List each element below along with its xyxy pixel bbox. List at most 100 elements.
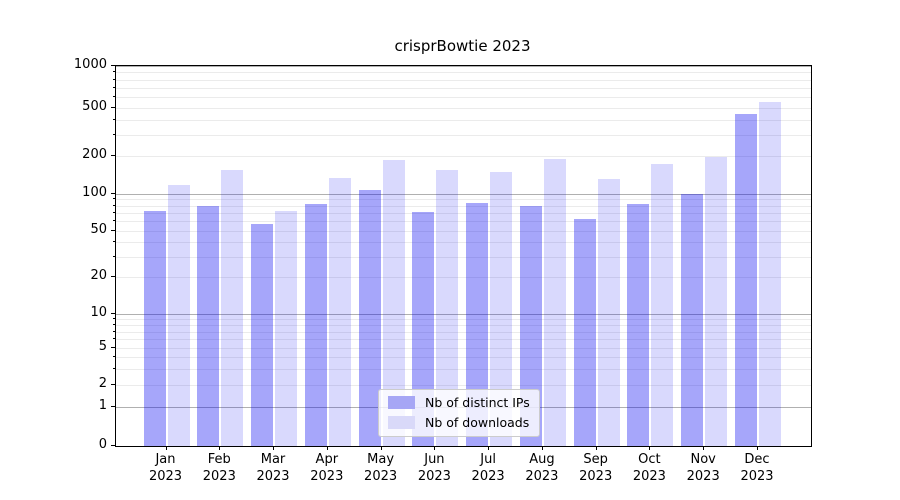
- gridline: [116, 385, 811, 386]
- x-axis-tick-mark: [380, 446, 382, 450]
- bar-distinct-ips: [197, 205, 220, 446]
- x-axis-tick-label: Sep 2023: [579, 452, 613, 484]
- y-axis-tick-label: 1: [98, 398, 107, 413]
- y-axis-tick-label: 2: [98, 376, 107, 391]
- x-axis-tick-label: May 2023: [364, 452, 398, 484]
- bar-downloads: [167, 185, 190, 446]
- bar-distinct-ips: [412, 212, 435, 446]
- gridline-major: [116, 66, 811, 67]
- gridline: [116, 108, 811, 109]
- x-axis-tick-mark: [649, 446, 651, 450]
- y-axis-minor-tick-mark: [113, 118, 115, 120]
- legend: Nb of distinct IPs Nb of downloads: [378, 389, 540, 437]
- y-axis-minor-tick-mark: [113, 255, 115, 257]
- y-axis-tick-label: 5: [98, 339, 107, 354]
- legend-item-distinct-ips: Nb of distinct IPs: [388, 395, 530, 410]
- y-axis-minor-tick-mark: [113, 347, 115, 348]
- y-axis-minor-tick-mark: [113, 107, 115, 108]
- gridline: [116, 368, 811, 370]
- bar-distinct-ips: [519, 206, 542, 446]
- y-axis-minor-tick-mark: [113, 204, 115, 206]
- y-axis-minor-tick-mark: [113, 338, 115, 340]
- y-axis-minor-tick-mark: [113, 276, 115, 277]
- gridline: [116, 256, 811, 258]
- y-axis-minor-tick-mark: [113, 86, 115, 88]
- y-axis-minor-tick-mark: [113, 198, 115, 200]
- bar-distinct-ips: [681, 193, 704, 446]
- y-axis-minor-tick-mark: [113, 211, 115, 213]
- bar-distinct-ips: [358, 189, 381, 446]
- x-axis-tick-label: Dec 2023: [740, 452, 774, 484]
- bar-distinct-ips: [143, 211, 166, 446]
- x-axis-tick-mark: [219, 446, 221, 450]
- chart-title: crisprBowtie 2023: [394, 37, 531, 55]
- x-axis-tick-label: Nov 2023: [686, 452, 720, 484]
- bar-downloads: [543, 158, 566, 446]
- gridline: [116, 221, 811, 223]
- y-axis-tick-label: 0: [98, 437, 107, 452]
- gridline: [116, 324, 811, 326]
- x-axis-tick-label: Feb 2023: [202, 452, 236, 484]
- y-axis-minor-tick-mark: [113, 133, 115, 135]
- bar-downloads: [221, 169, 244, 446]
- y-axis-tick-mark: [111, 445, 115, 446]
- y-axis-minor-tick-mark: [113, 220, 115, 222]
- y-axis-tick-label: 20: [90, 268, 107, 283]
- y-axis-minor-tick-mark: [113, 323, 115, 325]
- x-axis-tick-mark: [595, 446, 597, 450]
- y-axis-minor-tick-mark: [113, 367, 115, 369]
- gridline-major: [116, 193, 811, 195]
- bar-downloads: [705, 156, 728, 446]
- bar-downloads: [490, 172, 513, 446]
- x-axis-tick-mark: [703, 446, 705, 450]
- y-axis-minor-tick-mark: [113, 356, 115, 357]
- gridline: [116, 331, 811, 333]
- x-axis-tick-label: Apr 2023: [310, 452, 344, 484]
- x-axis-tick-mark: [757, 446, 758, 450]
- legend-swatch-distinct-ips: [388, 396, 415, 409]
- gridline: [116, 348, 811, 349]
- gridline: [116, 119, 811, 121]
- y-axis-tick-mark: [111, 406, 115, 407]
- gridline: [116, 87, 811, 89]
- y-axis-tick-label: 500: [82, 99, 107, 114]
- bar-distinct-ips: [304, 203, 327, 446]
- gridline: [116, 79, 811, 81]
- bar-distinct-ips: [573, 218, 596, 446]
- y-axis-tick-label: 100: [82, 184, 107, 200]
- bar-downloads: [382, 159, 405, 446]
- y-axis-minor-tick-mark: [113, 384, 115, 385]
- y-axis-minor-tick-mark: [113, 78, 115, 80]
- gridline: [116, 319, 811, 321]
- y-axis-minor-tick-mark: [113, 241, 115, 243]
- gridline: [116, 134, 811, 136]
- x-axis-tick-label: Mar 2023: [256, 452, 290, 484]
- y-axis-minor-tick-mark: [113, 155, 115, 156]
- y-axis-tick-label: 1000: [73, 57, 107, 72]
- x-axis-tick-label: Jul 2023: [471, 452, 505, 484]
- bar-distinct-ips: [251, 223, 273, 446]
- bar-downloads: [275, 211, 297, 446]
- gridline: [116, 231, 811, 232]
- bar-distinct-ips: [735, 114, 757, 446]
- bar-distinct-ips: [466, 203, 489, 446]
- gridline-major: [116, 314, 811, 315]
- bar-downloads: [436, 169, 459, 446]
- x-axis-tick-label: Jun 2023: [417, 452, 451, 484]
- gridline: [116, 277, 811, 278]
- x-axis-tick-mark: [326, 446, 328, 450]
- x-axis-tick-mark: [541, 446, 543, 450]
- gridline: [116, 199, 811, 201]
- gridline: [116, 242, 811, 244]
- y-axis-tick-mark: [111, 313, 115, 314]
- gridline: [116, 357, 811, 358]
- bar-downloads: [651, 163, 674, 446]
- x-axis-tick-mark: [165, 446, 167, 450]
- plot-area: Nb of distinct IPs Nb of downloads: [115, 65, 812, 447]
- gridline: [116, 339, 811, 341]
- x-axis-tick-mark: [273, 446, 274, 450]
- x-axis-tick-label: Oct 2023: [632, 452, 666, 484]
- y-axis-tick-label: 10: [90, 305, 107, 320]
- gridline: [116, 72, 811, 74]
